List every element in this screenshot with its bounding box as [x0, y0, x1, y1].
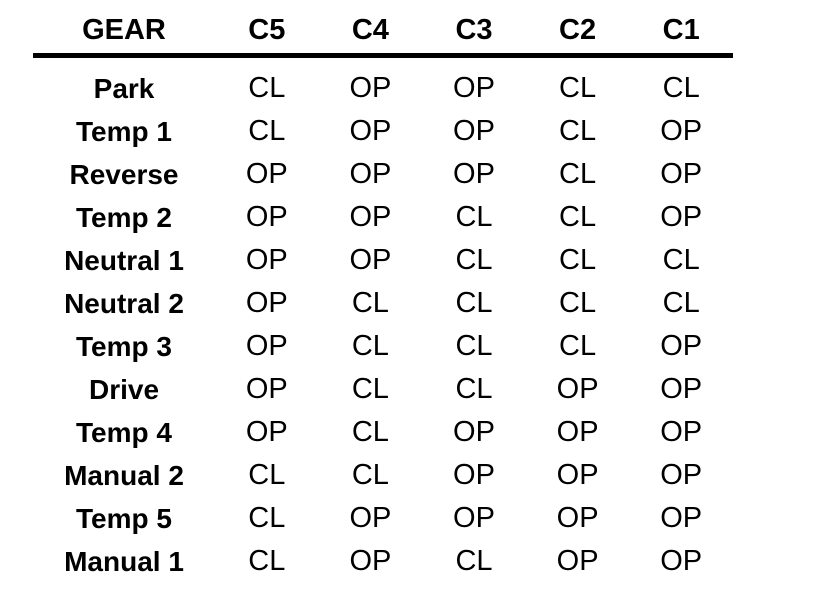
gear-name: Temp 1 [76, 115, 172, 147]
gear-name: Neutral 2 [64, 287, 184, 319]
table-row: Park CL OP OP CL CL [33, 67, 733, 110]
table-row: Neutral 2 OP CL CL CL CL [33, 282, 733, 325]
clutch-state-cell: OP [245, 330, 288, 362]
clutch-state-cell: CL [248, 459, 286, 491]
column-header-c5: C5 [248, 14, 286, 46]
gear-name: Temp 2 [76, 201, 172, 233]
clutch-state-cell: OP [453, 459, 495, 491]
clutch-state-cell: OP [349, 72, 392, 104]
clutch-state-cell: CL [559, 115, 597, 147]
clutch-state-cell: OP [453, 416, 495, 448]
clutch-state-cell: OP [245, 244, 288, 276]
clutch-state-cell: CL [455, 287, 493, 319]
clutch-state-cell: CL [351, 373, 389, 405]
clutch-state-cell: OP [660, 459, 703, 491]
column-header-c1: C1 [662, 14, 700, 46]
clutch-state-cell: CL [248, 72, 286, 104]
table-row: Manual 1 CL OP CL OP OP [33, 540, 733, 583]
clutch-state-cell: CL [662, 244, 700, 276]
clutch-state-cell: OP [349, 545, 392, 577]
table-row: Manual 2 CL CL OP OP OP [33, 454, 733, 497]
clutch-state-cell: CL [351, 416, 389, 448]
clutch-state-cell: OP [245, 201, 288, 233]
clutch-state-cell: OP [453, 72, 495, 104]
clutch-state-cell: OP [660, 201, 703, 233]
table-row: Neutral 1 OP OP CL CL CL [33, 239, 733, 282]
clutch-state-cell: OP [245, 416, 288, 448]
column-header-gear: GEAR [82, 14, 166, 46]
clutch-state-cell: CL [559, 158, 597, 190]
gear-name: Park [93, 72, 155, 104]
header-rule-divider [33, 53, 733, 58]
clutch-state-cell: OP [245, 373, 288, 405]
gear-name: Manual 2 [64, 459, 184, 491]
clutch-state-cell: CL [248, 115, 286, 147]
clutch-state-cell: OP [660, 158, 703, 190]
table-row: Drive OP CL CL OP OP [33, 368, 733, 411]
clutch-state-cell: OP [245, 158, 288, 190]
clutch-state-cell: OP [245, 287, 288, 319]
clutch-state-cell: CL [455, 330, 493, 362]
clutch-state-cell: CL [662, 287, 700, 319]
table-body: Park CL OP OP CL CL Temp 1 CL OP OP CL O… [33, 67, 733, 583]
clutch-state-cell: OP [349, 158, 392, 190]
clutch-state-cell: CL [455, 244, 493, 276]
clutch-state-cell: OP [660, 373, 703, 405]
clutch-state-cell: OP [556, 373, 599, 405]
table-row: Temp 3 OP CL CL CL OP [33, 325, 733, 368]
clutch-state-cell: OP [556, 416, 599, 448]
clutch-state-cell: CL [559, 72, 597, 104]
clutch-state-cell: OP [660, 115, 703, 147]
column-header-c3: C3 [455, 14, 493, 46]
clutch-state-cell: CL [248, 502, 286, 534]
clutch-state-cell: CL [559, 330, 597, 362]
clutch-state-cell: CL [351, 459, 389, 491]
clutch-state-cell: CL [559, 244, 597, 276]
clutch-state-cell: OP [453, 115, 495, 147]
clutch-state-cell: CL [351, 287, 389, 319]
clutch-state-cell: OP [349, 502, 392, 534]
gear-name: Manual 1 [64, 545, 184, 577]
clutch-state-cell: CL [455, 373, 493, 405]
clutch-state-cell: CL [559, 201, 597, 233]
gear-name: Temp 4 [76, 416, 172, 448]
gear-name: Reverse [69, 158, 179, 190]
clutch-state-cell: CL [662, 72, 700, 104]
table-row: Reverse OP OP OP CL OP [33, 153, 733, 196]
gear-name: Drive [88, 373, 160, 405]
gear-name: Neutral 1 [64, 244, 184, 276]
clutch-state-cell: OP [349, 244, 392, 276]
clutch-application-table: GEAR C5 C4 C3 C2 C1 Park CL OP OP CL CL … [33, 8, 733, 583]
clutch-state-cell: OP [556, 502, 599, 534]
column-header-c4: C4 [351, 14, 389, 46]
clutch-state-cell: OP [660, 545, 703, 577]
clutch-state-cell: OP [453, 502, 495, 534]
clutch-state-cell: OP [453, 158, 495, 190]
clutch-state-cell: OP [556, 545, 599, 577]
table-row: Temp 1 CL OP OP CL OP [33, 110, 733, 153]
clutch-state-cell: CL [351, 330, 389, 362]
clutch-state-cell: OP [349, 201, 392, 233]
clutch-state-cell: OP [660, 330, 703, 362]
gear-name: Temp 3 [76, 330, 172, 362]
gear-name: Temp 5 [76, 502, 172, 534]
clutch-state-cell: OP [349, 115, 392, 147]
table-header-row: GEAR C5 C4 C3 C2 C1 [33, 8, 733, 53]
clutch-state-cell: OP [660, 502, 703, 534]
clutch-state-cell: CL [455, 545, 493, 577]
table-row: Temp 2 OP OP CL CL OP [33, 196, 733, 239]
clutch-state-cell: CL [559, 287, 597, 319]
clutch-state-cell: CL [248, 545, 286, 577]
clutch-state-cell: CL [455, 201, 493, 233]
clutch-state-cell: OP [660, 416, 703, 448]
table-row: Temp 5 CL OP OP OP OP [33, 497, 733, 540]
column-header-c2: C2 [559, 14, 597, 46]
clutch-state-cell: OP [556, 459, 599, 491]
table-row: Temp 4 OP CL OP OP OP [33, 411, 733, 454]
